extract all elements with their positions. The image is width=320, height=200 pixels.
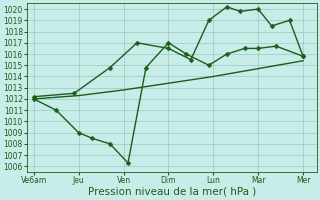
X-axis label: Pression niveau de la mer( hPa ): Pression niveau de la mer( hPa )	[88, 187, 256, 197]
